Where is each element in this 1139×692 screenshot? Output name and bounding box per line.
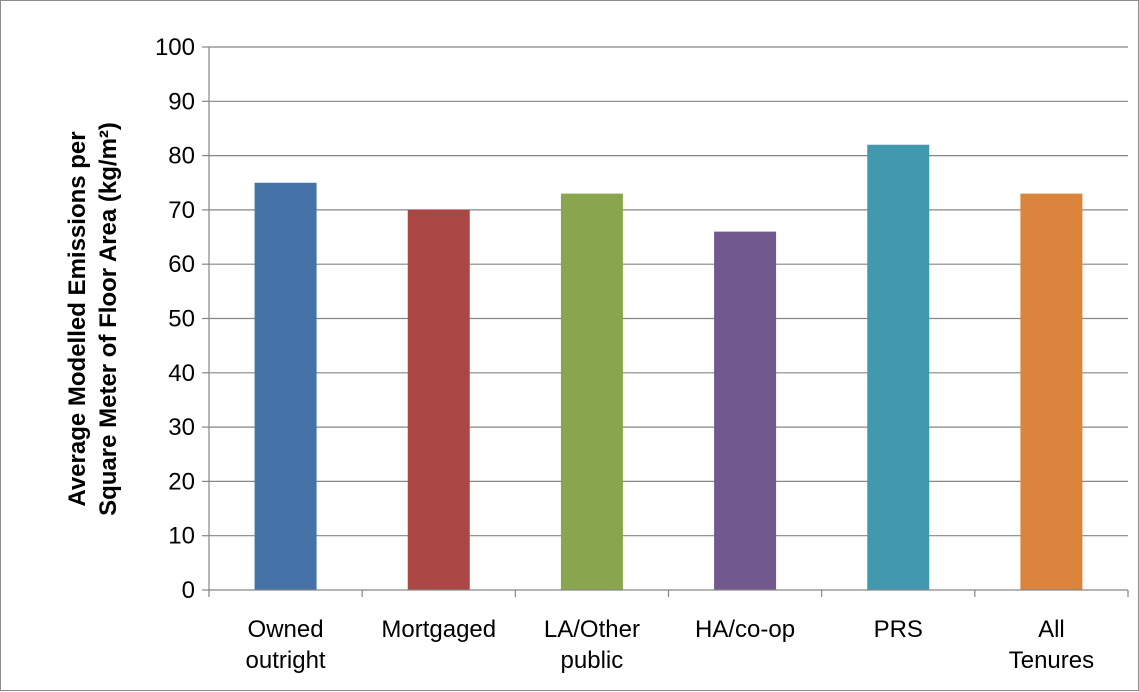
x-tick-label: HA/co-op bbox=[695, 616, 795, 643]
x-tick-label: Mortgaged bbox=[381, 616, 496, 643]
x-tick-label: PRS bbox=[874, 616, 923, 643]
y-tick-label: 30 bbox=[168, 414, 195, 441]
y-tick-label: 60 bbox=[168, 251, 195, 278]
y-axis-title: Average Modelled Emissions per Square Met… bbox=[64, 122, 122, 516]
y-tick-label: 0 bbox=[182, 577, 195, 604]
y-tick-label: 100 bbox=[155, 34, 195, 61]
bar bbox=[1020, 193, 1083, 591]
x-tick-label: LA/Other public bbox=[544, 616, 640, 674]
x-tick-label: All Tenures bbox=[1009, 616, 1094, 674]
bar bbox=[560, 193, 623, 591]
y-tick-label: 70 bbox=[168, 197, 195, 224]
bar bbox=[714, 231, 777, 590]
y-tick-label: 80 bbox=[168, 143, 195, 170]
y-tick-label: 90 bbox=[168, 88, 195, 115]
gridlines bbox=[209, 46, 1128, 537]
y-tick-label: 10 bbox=[168, 523, 195, 550]
x-tick-labels: Owned outright Mortgaged LA/Other public HA/c… bbox=[246, 616, 1095, 674]
y-tick-label: 20 bbox=[168, 468, 195, 495]
axes bbox=[202, 46, 1129, 597]
bar bbox=[407, 209, 470, 590]
bar bbox=[254, 182, 317, 590]
x-tick-label: Owned outright bbox=[246, 616, 326, 674]
y-tick-labels: 0 10 20 30 40 50 60 70 80 90 100 bbox=[155, 34, 195, 604]
bars bbox=[254, 144, 1083, 591]
y-tick-label: 40 bbox=[168, 360, 195, 387]
y-tick-label: 50 bbox=[168, 306, 195, 333]
axis-titles: Average Modelled Emissions per Square Met… bbox=[64, 122, 122, 516]
bar bbox=[867, 144, 930, 591]
